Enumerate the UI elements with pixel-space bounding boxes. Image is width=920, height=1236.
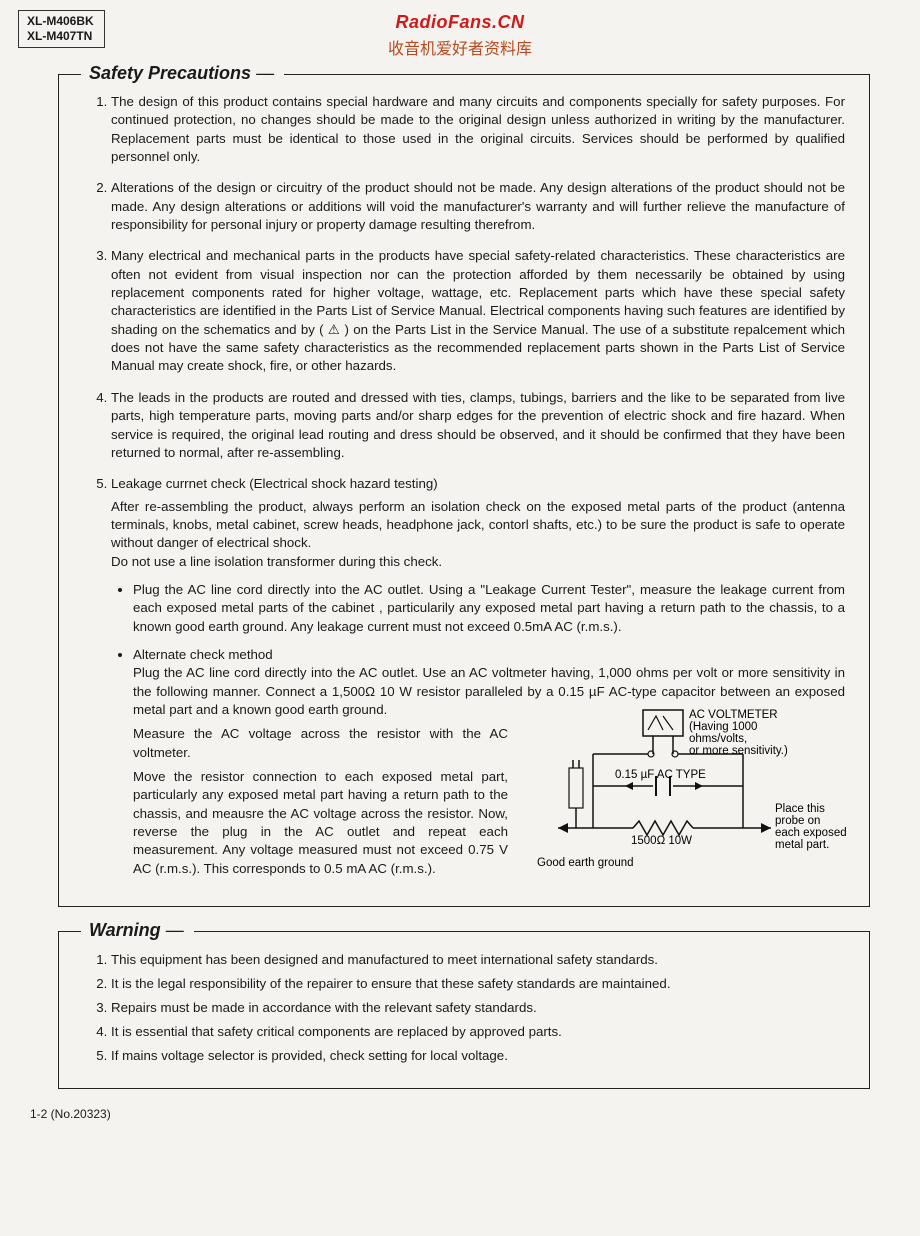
warning-title: Warning [89, 920, 161, 940]
safety-list: The design of this product contains spec… [83, 93, 845, 878]
model-box: XL-M406BK XL-M407TN [18, 10, 105, 48]
warning-item-2: It is the legal responsibility of the re… [111, 974, 845, 994]
legend-dash: — [166, 920, 186, 940]
svg-text:or more sensitivity.): or more sensitivity.) [689, 745, 788, 757]
diag-voltmeter-label: AC VOLTMETER [689, 709, 778, 721]
item5-intro2: Do not use a line isolation transformer … [111, 553, 845, 571]
brand-subtitle: 收音机爱好者资料库 [0, 35, 920, 59]
diagram-svg: AC VOLTMETER (Having 1000 ohms/volts, or… [523, 708, 853, 878]
item5-sublist: Plug the AC line cord directly into the … [111, 581, 845, 878]
warning-list: This equipment has been designed and man… [83, 950, 845, 1066]
safety-item-5: Leakage currnet check (Electrical shock … [111, 475, 845, 878]
safety-precautions-section: Safety Precautions — The design of this … [58, 74, 870, 907]
warning-item-5: If mains voltage selector is provided, c… [111, 1046, 845, 1066]
svg-text:each exposed: each exposed [775, 827, 847, 839]
bullet2-title: Alternate check method [133, 646, 845, 664]
svg-text:(Having 1000: (Having 1000 [689, 721, 757, 733]
item5-bullet2: Alternate check method Plug the AC line … [133, 646, 845, 878]
bullet2-p2: Measure the AC voltage across the resist… [133, 725, 508, 762]
safety-item-4: The leads in the products are routed and… [111, 389, 845, 462]
diag-cap-label: 0.15 µF AC TYPE [615, 769, 706, 781]
bullet2-p3: Move the resistor connection to each exp… [133, 768, 508, 878]
svg-text:ohms/volts,: ohms/volts, [689, 733, 747, 745]
svg-text:Place this: Place this [775, 803, 825, 815]
warning-item-3: Repairs must be made in accordance with … [111, 998, 845, 1018]
item5-bullet1: Plug the AC line cord directly into the … [133, 581, 845, 636]
legend-dash: — [256, 63, 276, 83]
diag-res-label: 1500Ω 10W [631, 835, 692, 847]
svg-text:metal part.: metal part. [775, 839, 829, 851]
warning-legend: Warning — [81, 920, 194, 941]
model-a: XL-M406BK [27, 14, 94, 29]
warning-section: Warning — This equipment has been design… [58, 931, 870, 1089]
item5-intro: After re-assembling the product, always … [111, 498, 845, 553]
diag-ground-label: Good earth ground [537, 857, 634, 869]
page-header: RadioFans.CN 收音机爱好者资料库 [0, 12, 920, 59]
brand-name: RadioFans.CN [0, 12, 920, 33]
warning-item-1: This equipment has been designed and man… [111, 950, 845, 970]
svg-text:probe on: probe on [775, 815, 820, 827]
safety-item-1: The design of this product contains spec… [111, 93, 845, 166]
safety-title: Safety Precautions [89, 63, 251, 83]
leakage-test-diagram: AC VOLTMETER (Having 1000 ohms/volts, or… [523, 708, 853, 908]
model-b: XL-M407TN [27, 29, 94, 44]
item5-title: Leakage currnet check (Electrical shock … [111, 475, 845, 493]
page-footer-code: 1-2 (No.20323) [30, 1107, 890, 1121]
safety-item-3: Many electrical and mechanical parts in … [111, 247, 845, 375]
safety-item-2: Alterations of the design or circuitry o… [111, 179, 845, 234]
safety-legend: Safety Precautions — [81, 63, 284, 84]
warning-item-4: It is essential that safety critical com… [111, 1022, 845, 1042]
